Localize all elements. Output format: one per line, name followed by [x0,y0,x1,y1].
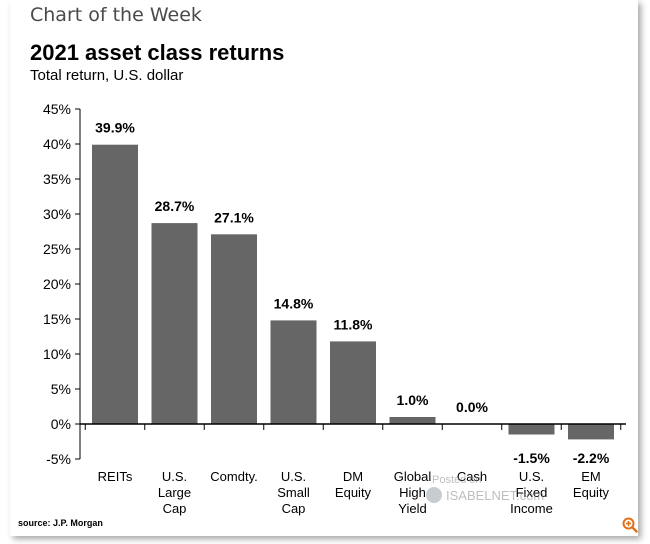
bar [330,341,376,424]
category-label: Cap [163,501,187,516]
chart-title: 2021 asset class returns [30,40,285,65]
category-label: Cash [457,469,487,484]
data-label: 0.0% [456,399,488,415]
y-tick-label: 10% [43,346,71,362]
category-label: Fixed [516,485,548,500]
data-label: 11.8% [334,316,373,332]
category-label: Equity [335,485,372,500]
y-tick-label: 45% [43,101,71,117]
category-label: U.S. [281,469,306,484]
bar [568,424,614,440]
bar [211,234,257,424]
bar [389,417,436,424]
category-label: Global [394,469,432,484]
category-label: Income [510,501,553,516]
category-label: High [399,485,426,500]
y-tick-label: 20% [43,276,71,292]
bar [508,424,555,435]
category-label: REITs [98,469,133,484]
data-label: 39.9% [95,120,135,136]
bar [92,144,138,424]
category-label: EM [581,469,601,484]
y-tick-label: 5% [51,381,71,397]
y-tick-label: -5% [46,451,71,467]
data-label: 27.1% [214,209,254,225]
bar [270,320,317,424]
category-label: U.S. [519,469,544,484]
data-label: 14.8% [274,295,314,311]
data-label: 28.7% [155,198,195,214]
category-label: Small [277,485,310,500]
category-label: Comdty. [210,469,257,484]
y-tick-label: 0% [51,416,71,432]
category-label: DM [343,469,363,484]
chart-subtitle: Total return, U.S. dollar [30,67,184,84]
y-tick-label: 15% [43,311,71,327]
category-label: Equity [573,485,610,500]
header-title: Chart of the Week [30,4,202,26]
y-tick-label: 40% [43,136,71,152]
category-label: Large [158,485,191,500]
data-label: -1.5% [513,450,550,466]
source-note: source: J.P. Morgan [18,518,103,528]
data-label: 1.0% [397,392,429,408]
bar [151,223,198,424]
category-label: Yield [398,501,426,516]
data-label: -2.2% [573,450,610,466]
category-label: Cap [282,501,306,516]
y-tick-label: 25% [43,241,71,257]
category-label: U.S. [162,469,187,484]
zoom-in-icon[interactable] [622,517,638,533]
y-tick-label: 30% [43,206,71,222]
y-tick-label: 35% [43,171,71,187]
